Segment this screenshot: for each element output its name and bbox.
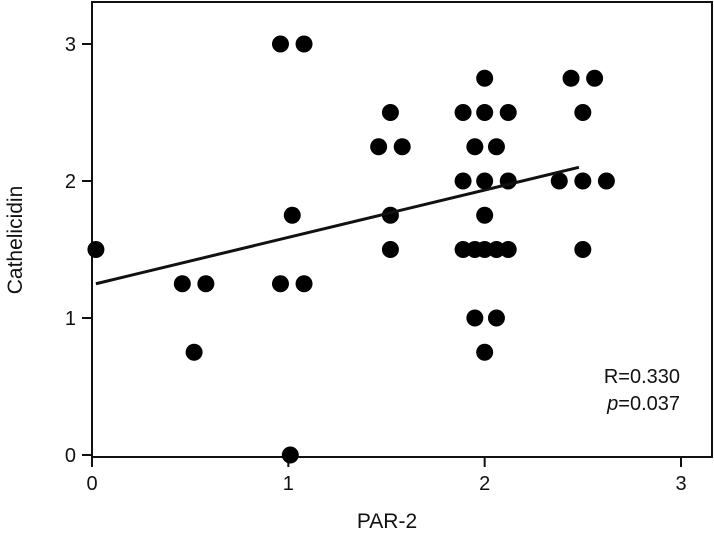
r-annotation: R=0.330 xyxy=(604,366,680,388)
p-symbol: p xyxy=(606,393,618,415)
axis-ticks: 0 1 2 3 0 1 2 3 xyxy=(65,34,687,495)
data-point xyxy=(466,309,484,327)
data-point xyxy=(476,69,494,87)
y-axis-title: Cathelicidin xyxy=(4,186,27,295)
data-point xyxy=(281,446,299,464)
data-point xyxy=(487,241,505,258)
data-point xyxy=(476,206,494,224)
data-point xyxy=(393,138,411,156)
p-value: =0.037 xyxy=(618,393,680,415)
data-point xyxy=(295,35,313,53)
data-point xyxy=(562,69,580,87)
data-point xyxy=(466,138,484,156)
data-point xyxy=(295,275,313,293)
data-point xyxy=(381,104,399,121)
data-point xyxy=(574,241,592,258)
data-point xyxy=(550,172,568,190)
data-point xyxy=(87,241,105,258)
data-point xyxy=(476,343,494,361)
data-point xyxy=(487,138,505,156)
data-point xyxy=(454,241,472,258)
data-point xyxy=(185,343,203,361)
data-point xyxy=(271,275,289,293)
data-point xyxy=(476,104,494,121)
data-point xyxy=(487,309,505,327)
data-point xyxy=(574,104,592,121)
plot-frame xyxy=(91,1,713,458)
data-point xyxy=(476,241,494,258)
data-point xyxy=(499,241,517,258)
data-point xyxy=(454,104,472,121)
data-point xyxy=(283,206,301,224)
x-tick-label: 1 xyxy=(283,473,294,495)
data-point xyxy=(197,275,215,293)
data-point xyxy=(499,104,517,121)
data-point xyxy=(370,138,388,156)
data-point xyxy=(586,69,604,87)
data-point xyxy=(597,172,615,190)
data-points xyxy=(87,35,615,464)
data-point xyxy=(271,35,289,53)
data-point xyxy=(454,172,472,190)
x-tick-label: 0 xyxy=(86,473,97,495)
x-tick-label: 3 xyxy=(675,473,686,495)
data-point xyxy=(574,172,592,190)
y-tick-label: 3 xyxy=(65,34,76,56)
y-tick-label: 0 xyxy=(65,445,76,467)
y-tick-label: 1 xyxy=(65,308,76,330)
data-point xyxy=(381,241,399,258)
data-point xyxy=(476,172,494,190)
y-tick-label: 2 xyxy=(65,171,76,193)
x-tick-label: 2 xyxy=(479,473,490,495)
p-annotation: p=0.037 xyxy=(606,393,680,415)
x-axis-title: PAR-2 xyxy=(357,510,417,533)
trend-line xyxy=(95,165,580,286)
data-point xyxy=(173,275,191,293)
